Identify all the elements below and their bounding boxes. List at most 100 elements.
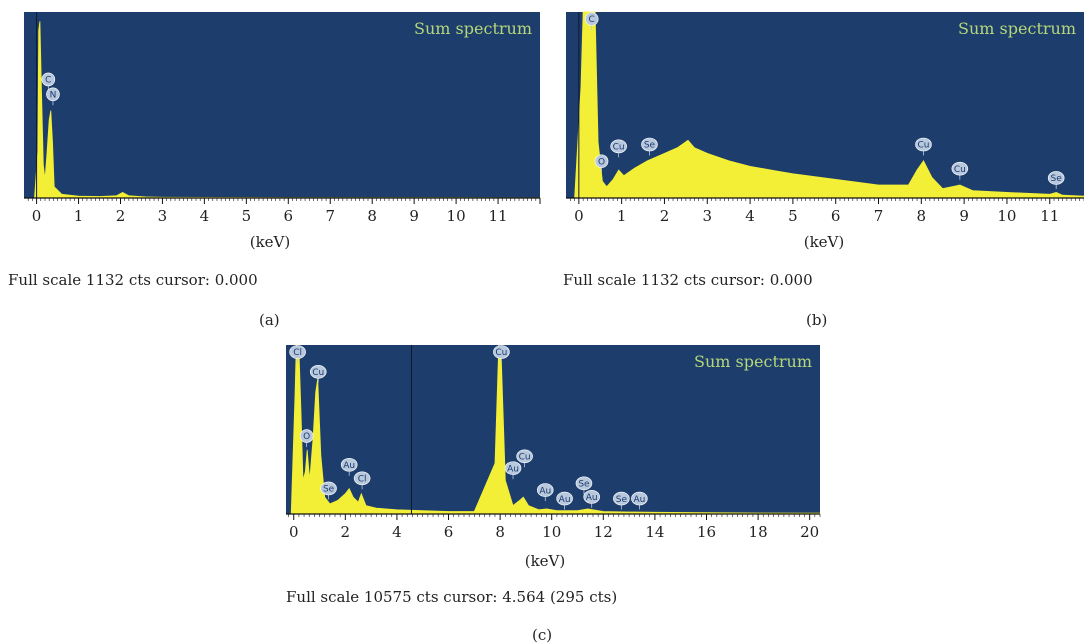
- spectrum-series-c: [290, 343, 821, 515]
- plot-area-a: [24, 12, 540, 198]
- spectrum-chart-c: 0 2 4 6 8 10 12 14 16 18 20 (keV) Sum spectrum Cl O Cu S…: [286, 343, 821, 570]
- x-tick-label-a: 0: [32, 207, 42, 225]
- x-tick-label-a: 6: [284, 207, 294, 225]
- peak-label-c: Se: [578, 480, 590, 490]
- x-tick-label-a: 8: [367, 207, 377, 225]
- peak-label-bubble-c: [309, 364, 327, 379]
- peak-label-c: Au: [633, 495, 645, 505]
- x-tick-label-c: 12: [594, 523, 613, 541]
- peak-label-bubble-b: [584, 12, 599, 26]
- peak-label-bubble-c: [504, 461, 522, 475]
- peak-label-c: Cu: [519, 453, 531, 463]
- chart-title-a: Sum spectrum: [414, 19, 532, 38]
- peak-label-bubble-c: [631, 491, 648, 506]
- peak-label-c: Cu: [312, 368, 324, 378]
- peak-label-a: C: [45, 76, 51, 86]
- caption-a: (a): [259, 311, 280, 329]
- chart-title-b: Sum spectrum: [958, 19, 1076, 38]
- peak-label-b: Se: [644, 141, 656, 151]
- x-tick-label-c: 10: [542, 523, 561, 541]
- peak-label-bubble-b: [1047, 171, 1065, 185]
- x-tick-label-c: 20: [800, 523, 819, 541]
- x-tick-label-c: 0: [289, 523, 299, 541]
- peak-label-bubble-c: [613, 491, 630, 506]
- spectrum-chart-b: 0 1 2 3 4 5 6 7 8 9 10 11 (keV) Sum spectrum C O Cu Se Cu C…: [566, 11, 1084, 251]
- x-tick-label-a: 9: [409, 207, 419, 225]
- peak-label-b: Cu: [917, 141, 929, 151]
- x-tick-label-a: 10: [447, 207, 466, 225]
- x-tick-label-b: 7: [874, 207, 884, 225]
- peak-label-bubble-c: [340, 457, 358, 472]
- x-tick-label-b: 1: [617, 207, 627, 225]
- caption-b: (b): [806, 311, 828, 329]
- x-tick-label-b: 10: [997, 207, 1016, 225]
- peak-label-bubble-c: [575, 476, 593, 491]
- peak-label-c: Cl: [358, 474, 367, 484]
- peak-label-bubble-b: [641, 137, 658, 152]
- peak-label-c: Cl: [293, 348, 302, 358]
- peak-label-c: Au: [539, 486, 551, 496]
- x-tick-label-c: 2: [341, 523, 351, 541]
- x-tick-label-b: 3: [702, 207, 712, 225]
- full-scale-readout-c: Full scale 10575 cts cursor: 4.564 (295 …: [286, 588, 618, 606]
- peak-label-b: Cu: [954, 165, 966, 175]
- x-tick-label-a: 4: [200, 207, 210, 225]
- x-tick-label-c: 8: [495, 523, 505, 541]
- x-tick-label-c: 18: [749, 523, 768, 541]
- x-tick-label-b: 11: [1040, 207, 1059, 225]
- peak-label-c: Cu: [495, 348, 507, 358]
- peak-label-b: C: [589, 15, 595, 25]
- peak-label-c: Se: [616, 495, 628, 505]
- peak-label-b: Se: [1051, 174, 1063, 184]
- x-tick-label-a: 1: [74, 207, 84, 225]
- x-tick-label-b: 9: [959, 207, 969, 225]
- panel-a: 0 1 2 3 4 5 6 7 8 9 10 11 (keV) Sum spectrum C N Full s…: [0, 0, 541, 329]
- peak-label-bubble-a: [41, 72, 56, 87]
- full-scale-readout-a: Full scale 1132 cts cursor: 0.000: [8, 271, 258, 289]
- peak-label-bubble-b: [594, 154, 609, 169]
- x-tick-label-b: 6: [831, 207, 841, 225]
- peak-label-bubble-b: [951, 161, 969, 176]
- peak-label-bubble-b: [915, 137, 932, 152]
- spectrum-series-b: [574, 11, 1084, 199]
- full-scale-readout-b: Full scale 1132 cts cursor: 0.000: [563, 271, 813, 289]
- x-tick-label-a: 11: [489, 207, 508, 225]
- peak-label-c: Au: [559, 495, 571, 505]
- x-tick-label-c: 16: [697, 523, 716, 541]
- x-tick-label-a: 2: [116, 207, 126, 225]
- peak-label-a: N: [50, 90, 57, 100]
- x-tick-label-a: 3: [158, 207, 168, 225]
- peak-label-b: O: [598, 157, 605, 167]
- x-tick-label-c: 14: [645, 523, 664, 541]
- peak-label-c: Se: [323, 485, 335, 495]
- x-axis-label-b: (keV): [804, 233, 845, 251]
- peak-label-bubble-c: [320, 481, 337, 496]
- peak-label-bubble-c: [289, 345, 306, 359]
- x-axis-label-c: (keV): [525, 552, 566, 570]
- peak-label-bubble-c: [493, 345, 510, 359]
- x-tick-label-b: 8: [917, 207, 927, 225]
- peak-label-bubble-c: [536, 483, 554, 497]
- x-tick-label-b: 0: [574, 207, 584, 225]
- peak-label-c: Au: [586, 493, 598, 503]
- peak-label-bubble-c: [556, 491, 573, 506]
- peak-label-bubble-b: [610, 139, 627, 154]
- chart-title-c: Sum spectrum: [694, 352, 812, 371]
- x-tick-label-b: 4: [745, 207, 755, 225]
- peak-label-bubble-c: [353, 471, 371, 486]
- peak-label-b: Cu: [613, 143, 625, 153]
- peak-label-c: Au: [343, 461, 355, 471]
- peak-label-bubble-a: [46, 87, 60, 102]
- plot-area-c: [286, 345, 820, 514]
- peak-label-c: Au: [507, 464, 519, 474]
- peak-label-c: O: [303, 432, 310, 442]
- caption-c: (c): [532, 626, 553, 644]
- panel-b: 0 1 2 3 4 5 6 7 8 9 10 11 (keV) Sum spectrum C O Cu Se Cu C…: [0, 0, 1084, 329]
- x-tick-label-c: 4: [392, 523, 402, 541]
- peak-label-bubble-c: [583, 490, 600, 504]
- peak-label-bubble-c: [516, 449, 533, 464]
- x-tick-label-a: 5: [242, 207, 252, 225]
- x-tick-label-a: 7: [325, 207, 335, 225]
- x-axis-label-a: (keV): [250, 233, 291, 251]
